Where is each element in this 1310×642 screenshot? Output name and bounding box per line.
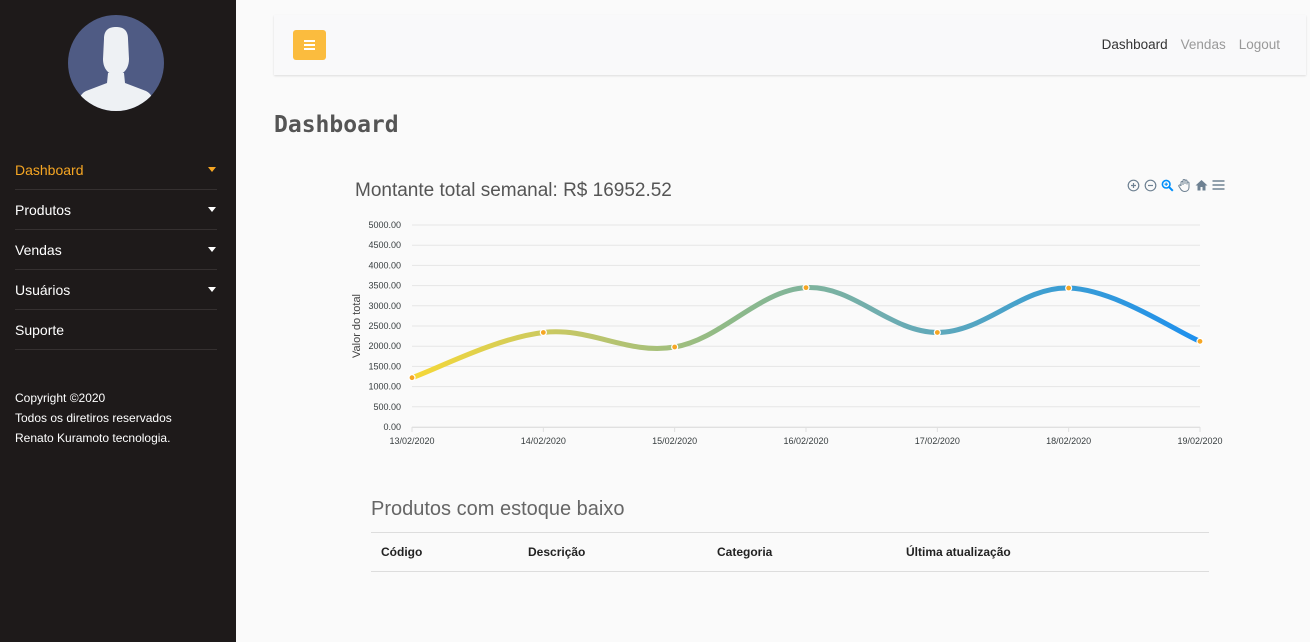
pan-icon[interactable] bbox=[1177, 178, 1191, 192]
nav-link-dashboard[interactable]: Dashboard bbox=[1101, 37, 1168, 52]
nav-link-vendas[interactable]: Vendas bbox=[1180, 37, 1226, 52]
sidebar-item-suporte[interactable]: Suporte bbox=[15, 310, 217, 350]
x-tick-label: 18/02/2020 bbox=[1046, 436, 1091, 446]
chart-toolbar bbox=[1126, 178, 1225, 192]
sidebar-item-produtos[interactable]: Produtos bbox=[15, 190, 217, 230]
low-stock-table: Código Descrição Categoria Última atuali… bbox=[371, 532, 1209, 572]
y-tick-label: 2000.00 bbox=[368, 341, 401, 351]
y-axis-title: Valor do total bbox=[351, 294, 363, 358]
y-tick-label: 4500.00 bbox=[368, 240, 401, 250]
data-point bbox=[933, 328, 941, 337]
hamburger-icon bbox=[304, 48, 315, 50]
sidebar-item-vendas[interactable]: Vendas bbox=[15, 230, 217, 270]
page-title: Dashboard bbox=[274, 112, 399, 138]
home-icon[interactable] bbox=[1194, 178, 1208, 192]
data-point bbox=[1196, 337, 1204, 345]
x-tick-label: 17/02/2020 bbox=[915, 436, 960, 446]
sidebar-toggle-button[interactable] bbox=[293, 30, 326, 60]
weekly-total-chart: 0.00 500.00 1000.00 1500.00 2000.00 2500.00 30… bbox=[351, 220, 1223, 446]
sidebar-item-dashboard[interactable]: Dashboard bbox=[15, 150, 217, 190]
y-tick-label: 3000.00 bbox=[368, 301, 401, 311]
top-navbar: Dashboard Vendas Logout bbox=[274, 15, 1306, 75]
sidebar-item-label: Dashboard bbox=[15, 161, 84, 178]
y-tick-label: 1000.00 bbox=[368, 382, 401, 392]
y-tick-label: 2500.00 bbox=[368, 321, 401, 331]
caret-down-icon bbox=[208, 287, 216, 292]
nav-link-logout[interactable]: Logout bbox=[1238, 37, 1280, 52]
copyright-line: Copyright ©2020 bbox=[15, 391, 106, 405]
sidebar-item-label: Produtos bbox=[15, 201, 72, 218]
x-tick-label: 16/02/2020 bbox=[783, 436, 828, 446]
sidebar-menu: Dashboard Produtos Vendas Usuários Suporte bbox=[15, 150, 217, 350]
menu-icon[interactable] bbox=[1211, 178, 1225, 192]
data-point bbox=[539, 328, 547, 337]
x-tick-label: 15/02/2020 bbox=[652, 436, 697, 446]
zoom-out-icon[interactable] bbox=[1143, 178, 1157, 192]
sidebar-item-label: Usuários bbox=[15, 281, 71, 298]
caret-down-icon bbox=[208, 207, 216, 212]
column-header[interactable]: Descrição bbox=[528, 545, 586, 559]
series-line bbox=[409, 285, 1203, 381]
user-silhouette-icon bbox=[76, 27, 156, 111]
table-title: Produtos com estoque baixo bbox=[371, 498, 625, 520]
hamburger-icon bbox=[304, 44, 315, 46]
y-tick-label: 1500.00 bbox=[368, 361, 401, 371]
copyright-line: Renato Kuramoto tecnologia. bbox=[15, 431, 171, 445]
sidebar-item-label: Vendas bbox=[15, 241, 62, 258]
chart-title: Montante total semanal: R$ 16952.52 bbox=[355, 180, 672, 201]
data-point bbox=[408, 374, 416, 382]
x-tick-label: 14/02/2020 bbox=[521, 436, 566, 446]
data-point bbox=[671, 343, 679, 351]
data-point bbox=[802, 284, 810, 292]
sidebar-item-usuarios[interactable]: Usuários bbox=[15, 270, 217, 310]
caret-down-icon bbox=[208, 247, 216, 252]
x-tick-label: 13/02/2020 bbox=[389, 436, 434, 446]
zoom-in-icon[interactable] bbox=[1126, 178, 1140, 192]
y-tick-label: 0.00 bbox=[383, 422, 401, 432]
copyright-line: Todos os diretiros reservados bbox=[15, 411, 172, 425]
y-tick-label: 4000.00 bbox=[368, 260, 401, 270]
sidebar-item-label: Suporte bbox=[15, 321, 65, 338]
data-point bbox=[1065, 284, 1073, 292]
x-tick-label: 19/02/2020 bbox=[1177, 436, 1222, 446]
copyright: Copyright ©2020 Todos os diretiros reser… bbox=[15, 388, 172, 448]
selection-zoom-icon[interactable] bbox=[1160, 178, 1174, 192]
caret-down-icon bbox=[208, 167, 216, 172]
avatar bbox=[68, 15, 164, 111]
table-header-row: Código Descrição Categoria Última atuali… bbox=[371, 533, 1209, 572]
column-header[interactable]: Código bbox=[381, 545, 423, 559]
y-tick-label: 5000.00 bbox=[368, 220, 401, 230]
hamburger-icon bbox=[304, 40, 315, 42]
column-header[interactable]: Categoria bbox=[717, 545, 773, 559]
nav-links: Dashboard Vendas Logout bbox=[1102, 37, 1280, 52]
y-tick-label: 3500.00 bbox=[368, 281, 401, 291]
sidebar: Dashboard Produtos Vendas Usuários Suporte C… bbox=[0, 0, 236, 642]
column-header[interactable]: Última atualização bbox=[906, 545, 1011, 559]
y-tick-label: 500.00 bbox=[373, 402, 401, 412]
